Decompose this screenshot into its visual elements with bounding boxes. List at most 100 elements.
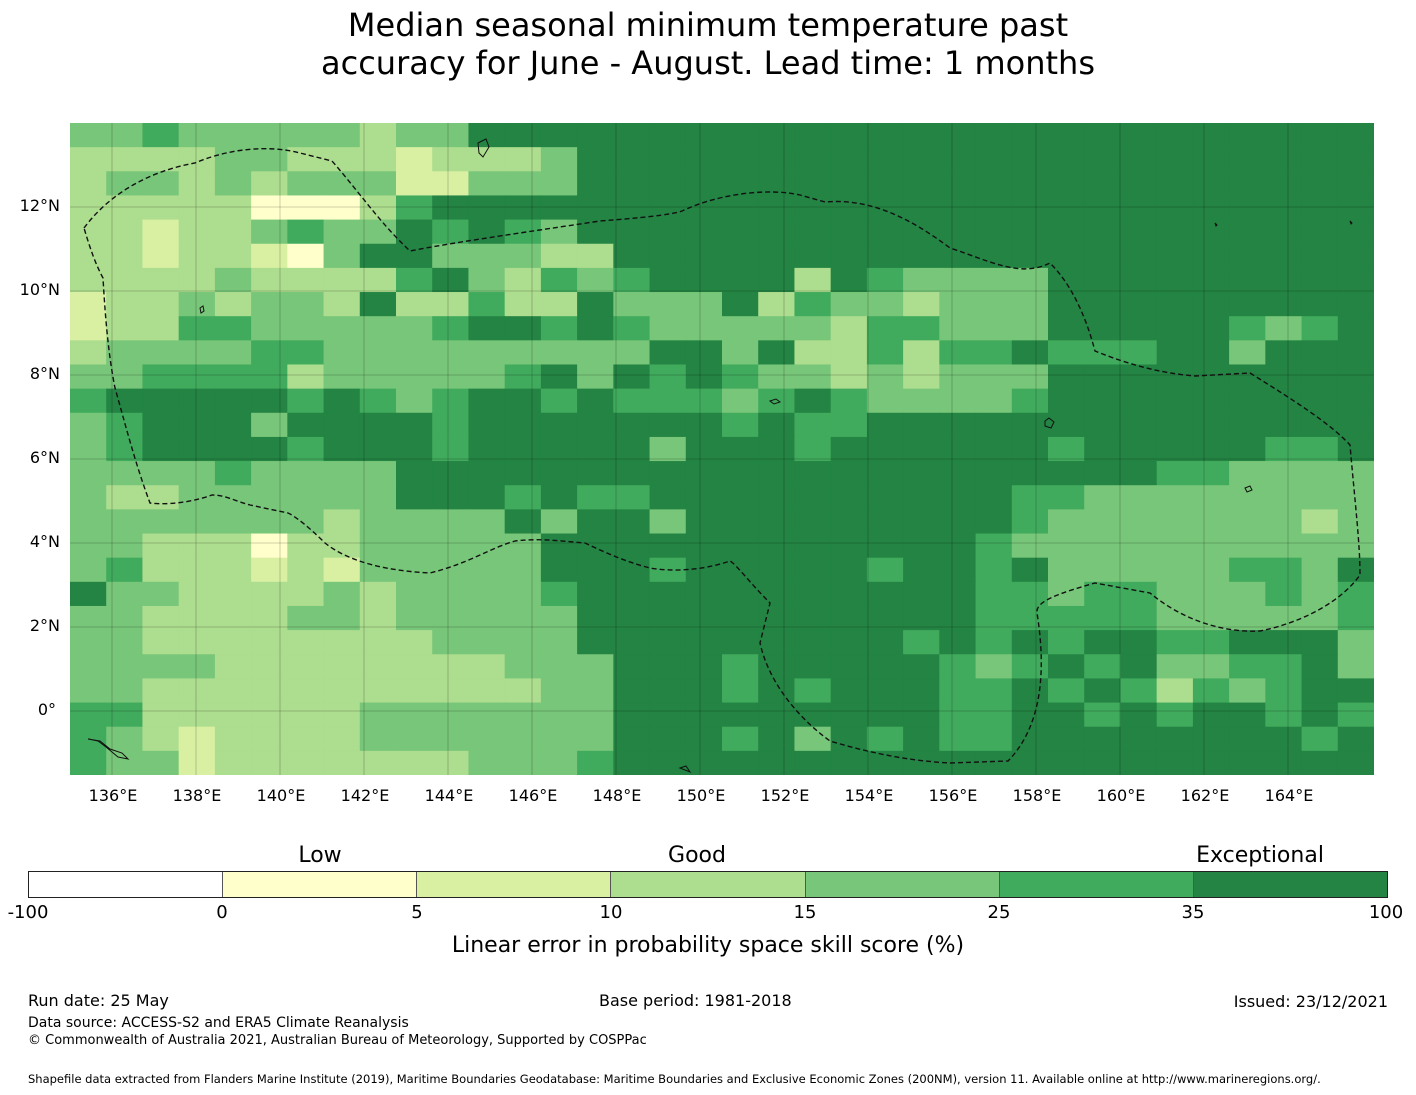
skill-cell — [1192, 702, 1230, 728]
skill-cell — [142, 243, 180, 269]
skill-cell — [794, 412, 832, 438]
skill-cell — [214, 630, 252, 655]
skill-cell — [577, 123, 614, 148]
skill-cell — [685, 461, 723, 486]
skill-cell — [70, 195, 107, 221]
skill-cell — [1120, 316, 1158, 341]
skill-cell — [794, 243, 832, 269]
skill-cell — [1301, 750, 1339, 775]
skill-map[interactable] — [70, 123, 1374, 775]
skill-cell — [106, 533, 144, 559]
skill-cell — [758, 461, 796, 486]
skill-cell — [1084, 412, 1122, 438]
skill-cell — [1265, 557, 1303, 583]
skill-cell — [903, 243, 940, 269]
skill-cell — [178, 171, 216, 197]
skill-cell — [142, 750, 180, 775]
skill-cell — [359, 581, 397, 607]
skill-cell — [830, 267, 868, 293]
skill-cell — [251, 533, 288, 559]
skill-cell — [214, 485, 252, 510]
skill-cell — [1156, 123, 1194, 148]
skill-cell — [178, 750, 216, 775]
skill-cell — [251, 364, 288, 390]
skill-cell — [540, 292, 578, 317]
lat-label-6n: 6°N — [29, 448, 60, 467]
skill-cell — [106, 267, 144, 293]
skill-cell — [396, 678, 433, 704]
skill-cell — [1192, 412, 1230, 438]
skill-cell — [722, 461, 759, 486]
skill-cell — [1120, 171, 1158, 197]
skill-cell — [214, 461, 252, 486]
skill-cell — [468, 557, 506, 583]
skill-cell — [577, 726, 614, 752]
skill-cell — [1084, 267, 1122, 293]
skill-cell — [1156, 726, 1194, 752]
lat-label-4n: 4°N — [29, 532, 60, 551]
skill-cell — [975, 654, 1013, 680]
skill-cell — [830, 581, 868, 607]
skill-cell — [975, 461, 1013, 486]
skill-cell — [432, 364, 470, 390]
skill-cell — [1048, 292, 1085, 317]
skill-cell — [685, 364, 723, 390]
skill-cell — [939, 147, 977, 172]
skill-cell — [975, 726, 1013, 752]
skill-cell — [106, 292, 144, 317]
skill-cell — [1192, 147, 1230, 172]
lon-label-158e: 158°E — [1012, 786, 1062, 805]
skill-cell — [975, 702, 1013, 728]
skill-cell — [1229, 678, 1266, 704]
skill-cell — [178, 316, 216, 341]
skill-cell — [1337, 219, 1374, 245]
skill-cell — [1120, 388, 1158, 414]
skill-cell — [504, 267, 542, 293]
skill-cell — [70, 292, 107, 317]
skill-cell — [142, 557, 180, 583]
skill-cell — [1337, 316, 1374, 341]
skill-cell — [504, 485, 542, 510]
skill-cell — [1011, 654, 1049, 680]
skill-cell — [106, 388, 144, 414]
skill-cell — [323, 581, 361, 607]
skill-cell — [1229, 147, 1266, 172]
skill-cell — [649, 436, 687, 462]
skill-cell — [939, 485, 977, 510]
skill-cell — [142, 678, 180, 704]
skill-cell — [540, 316, 578, 341]
skill-cell — [251, 292, 288, 317]
skill-cell — [903, 581, 940, 607]
lon-label-154e: 154°E — [844, 786, 894, 805]
colorbar-tick: 25 — [987, 902, 1011, 923]
skill-cell — [866, 509, 904, 535]
skill-cell — [975, 123, 1013, 148]
skill-cell — [903, 147, 940, 172]
skill-cell — [142, 509, 180, 535]
skill-cell — [1048, 147, 1085, 172]
skill-cell — [649, 195, 687, 221]
skill-cell — [830, 243, 868, 269]
skill-cell — [432, 678, 470, 704]
skill-cell — [323, 557, 361, 583]
skill-cell — [685, 316, 723, 341]
skill-cell — [1265, 533, 1303, 559]
skill-cell — [106, 436, 144, 462]
skill-cell — [251, 436, 288, 462]
skill-cell — [975, 292, 1013, 317]
skill-cell — [903, 605, 940, 631]
skill-cell — [649, 267, 687, 293]
skill-cell — [649, 364, 687, 390]
skill-cell — [649, 581, 687, 607]
skill-cell — [1301, 316, 1339, 341]
skill-cell — [758, 267, 796, 293]
skill-cell — [106, 171, 144, 197]
skill-cell — [613, 678, 651, 704]
skill-cell — [396, 509, 433, 535]
skill-cell — [903, 726, 940, 752]
skill-cell — [70, 364, 107, 390]
skill-cell — [1120, 702, 1158, 728]
skill-cell — [577, 267, 614, 293]
skill-cell — [1156, 557, 1194, 583]
skill-cell — [1156, 292, 1194, 317]
